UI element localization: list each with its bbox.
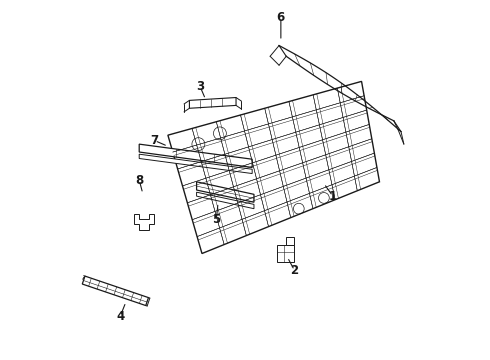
Polygon shape <box>190 98 236 108</box>
Polygon shape <box>277 244 294 262</box>
Text: 8: 8 <box>135 174 144 186</box>
Polygon shape <box>139 154 252 174</box>
Text: 1: 1 <box>329 190 337 203</box>
Polygon shape <box>82 276 148 306</box>
Text: 5: 5 <box>212 213 220 226</box>
Polygon shape <box>286 237 294 244</box>
Text: 4: 4 <box>116 310 124 323</box>
Polygon shape <box>139 144 252 167</box>
Polygon shape <box>134 214 153 230</box>
Text: 3: 3 <box>196 80 204 93</box>
Polygon shape <box>196 182 254 202</box>
Text: 7: 7 <box>150 134 159 147</box>
Text: 2: 2 <box>291 264 298 277</box>
Text: 6: 6 <box>277 12 285 24</box>
Polygon shape <box>196 192 254 209</box>
